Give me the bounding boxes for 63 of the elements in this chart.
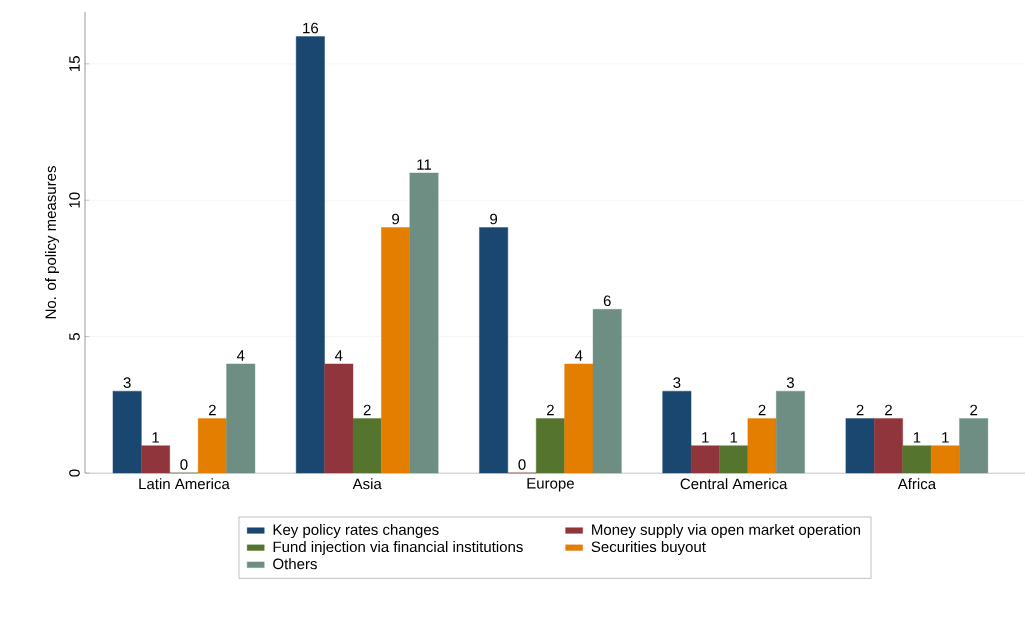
bar (662, 390, 692, 474)
bar (324, 363, 354, 474)
legend-label: Money supply via open market operation (592, 523, 861, 538)
data-label: 3 (123, 377, 131, 388)
data-label: 11 (417, 159, 432, 170)
data-label: 1 (152, 432, 159, 443)
x-tick-label: Latin America (139, 478, 230, 490)
data-label: 9 (392, 213, 400, 225)
data-label: 2 (758, 404, 766, 416)
x-tick-label: Europe (527, 478, 574, 492)
data-label: 4 (334, 350, 343, 361)
data-label: 2 (208, 404, 216, 416)
bar (197, 418, 227, 474)
legend-label: Fund injection via financial institutions (273, 541, 523, 556)
y-tick-label: 15 (69, 56, 80, 72)
legend-label: Others (273, 558, 317, 570)
y-tick-label: 5 (69, 333, 80, 341)
data-label: 0 (180, 459, 188, 470)
data-label: 1 (913, 432, 921, 443)
x-tick-label: Asia (352, 478, 382, 490)
bar (874, 418, 903, 474)
bar (564, 363, 594, 474)
bar (409, 172, 439, 474)
data-label: 2 (970, 404, 978, 416)
data-label: 4 (575, 350, 583, 361)
bar (352, 418, 382, 474)
data-label: 3 (786, 377, 794, 388)
data-label: 0 (518, 459, 526, 470)
data-label: 3 (673, 377, 681, 388)
data-label: 1 (730, 432, 738, 443)
y-tick-label: 10 (69, 192, 80, 208)
bar (592, 309, 622, 474)
bar (747, 418, 777, 474)
data-label: 2 (547, 404, 554, 416)
data-label: 1 (942, 432, 949, 443)
bar (845, 418, 875, 474)
x-tick-label: Africa (897, 478, 937, 490)
bar (112, 390, 142, 474)
bar (930, 445, 960, 474)
bar (719, 445, 749, 474)
y-tick-label: 0 (69, 469, 80, 477)
bar (536, 418, 565, 474)
bar (479, 227, 509, 474)
bar (959, 418, 989, 474)
data-label: 2 (885, 404, 892, 416)
data-label: 9 (490, 213, 498, 225)
data-label: 2 (856, 404, 864, 416)
data-label: 2 (363, 404, 371, 416)
data-label: 1 (702, 432, 709, 443)
x-tick-label: Central America (680, 478, 788, 490)
data-label: 4 (236, 350, 245, 361)
legend-label: Securities buyout (591, 541, 706, 556)
bar (381, 227, 410, 474)
bar (226, 363, 256, 474)
legend-label: Key policy rates changes (273, 523, 439, 538)
bar (295, 36, 325, 474)
bar (690, 445, 720, 474)
bar (141, 445, 170, 474)
bar (776, 390, 805, 474)
data-label: 16 (303, 22, 319, 34)
y-axis-title: No. of policy measures (45, 166, 59, 319)
data-label: 6 (603, 295, 611, 307)
bar (902, 445, 932, 474)
